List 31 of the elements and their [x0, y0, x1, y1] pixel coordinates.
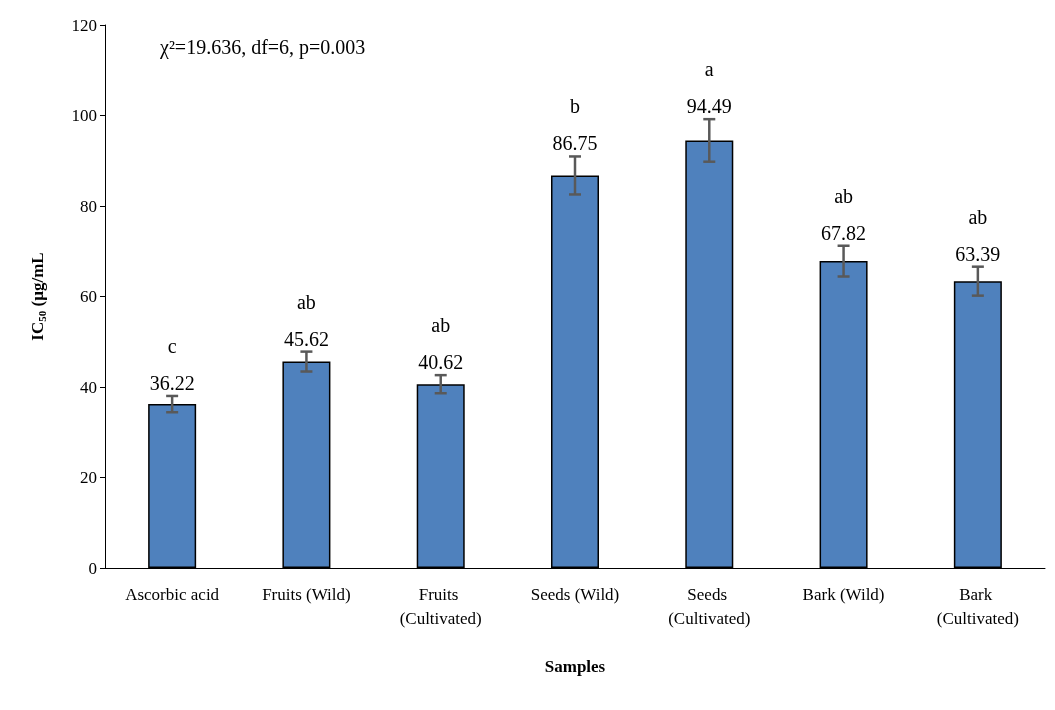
x-tick-label: Seeds (Wild): [530, 584, 620, 604]
annotation: c: [167, 334, 177, 357]
y-tick-label: 120: [71, 15, 97, 35]
y-tick-label: 60: [80, 287, 97, 306]
y-tick-label: 0: [88, 558, 97, 578]
x-tick-label: Fruits (Cultivated): [399, 584, 482, 628]
annotation: ab: [834, 184, 854, 207]
data-label: 94.49: [686, 95, 732, 118]
annotation: a: [704, 58, 714, 81]
data-label: 86.75: [552, 132, 598, 155]
y-tick-label: 80: [80, 196, 97, 216]
y-tick-label: 40: [80, 377, 97, 397]
y-tick-label: 20: [80, 468, 97, 487]
x-tick-label: Seeds (Cultivated): [668, 584, 751, 628]
x-tick-label: Bark (Wild): [802, 584, 885, 604]
x-axis-title: Samples: [544, 657, 606, 676]
annotation: ab: [431, 314, 451, 337]
x-tick-label: Ascorbic acid: [125, 584, 220, 604]
annotation: b: [570, 95, 580, 118]
y-tick-label: 100: [71, 106, 97, 125]
x-tick-label: Fruits (Wild): [262, 584, 351, 604]
data-label: 63.39: [955, 242, 1001, 265]
annotation: ab: [968, 205, 988, 228]
data-label: 40.62: [418, 351, 464, 374]
x-tick-label: Bark (Cultivated): [936, 584, 1019, 628]
data-label: 36.22: [149, 371, 195, 394]
data-label: 45.62: [283, 327, 329, 350]
annotation: ab: [296, 290, 316, 313]
annotation: χ²=19.636, df=6, p=0.003: [159, 36, 366, 59]
y-axis-title: IC50 (µg/mL: [28, 252, 48, 341]
data-label: 67.82: [821, 221, 867, 244]
